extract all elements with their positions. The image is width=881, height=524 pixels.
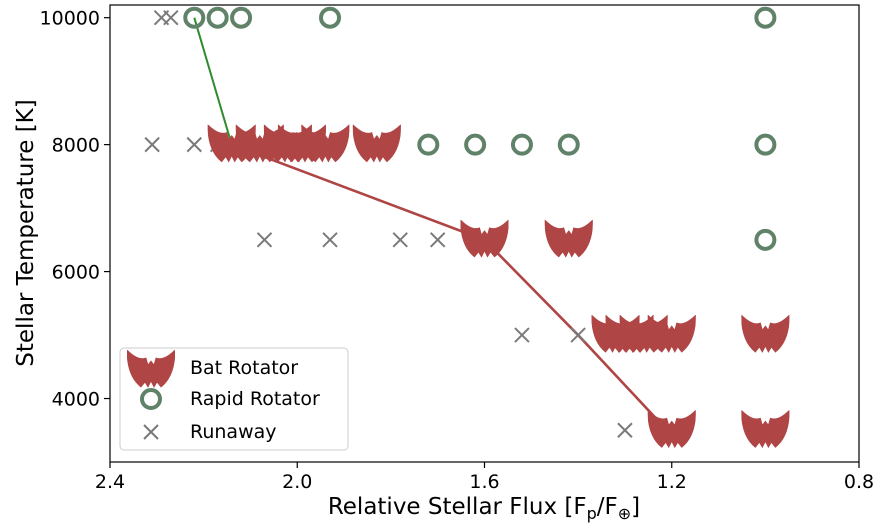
rapid-rotator-point	[557, 133, 580, 156]
runaway-point	[256, 232, 273, 248]
runaway-point	[163, 9, 179, 26]
y-tick-label: 10000	[40, 8, 100, 30]
y-axis: 4000 6000 8000 10000	[40, 8, 110, 411]
boundary-segment	[483, 238, 580, 336]
rapid-layer	[183, 6, 777, 251]
legend-box	[119, 347, 349, 451]
bat-rotator-point	[352, 124, 401, 163]
rapid-rotator-point	[754, 133, 777, 156]
rapid-rotator-point	[206, 6, 229, 29]
bat-rotator-point	[647, 410, 696, 448]
rapid-rotator-point	[417, 133, 440, 156]
rapid-rotator-point	[319, 6, 342, 29]
bat-rotator-point	[741, 315, 790, 353]
rapid-rotator-point	[510, 133, 533, 156]
x-tick-label: 2.0	[282, 471, 312, 493]
bat-rotator-point	[741, 410, 790, 448]
x-tick-label: 2.4	[95, 471, 125, 493]
y-tick-label: 8000	[52, 135, 100, 157]
runaway-point	[144, 136, 160, 153]
legend: Bat Rotator Rapid Rotator Runaway	[119, 347, 349, 451]
rapid-rotator-point	[230, 6, 253, 29]
x-tick-label: 0.8	[844, 471, 874, 493]
runaway-point	[570, 327, 586, 343]
bat-rotator-point	[460, 219, 509, 258]
runaway-point	[514, 327, 530, 343]
bat-rotator-point	[544, 219, 593, 258]
y-tick-label: 4000	[52, 389, 100, 411]
runaway-point	[392, 232, 408, 248]
runaway-point	[186, 136, 202, 153]
x-tick-label: 1.2	[657, 471, 687, 493]
y-axis-label: Stellar Temperature [K]	[13, 99, 39, 366]
rapid-rotator-point	[464, 133, 487, 156]
y-tick-label: 6000	[52, 262, 100, 284]
rapid-rotator-point	[754, 6, 777, 29]
legend-circle-icon	[140, 388, 162, 410]
runaway-point	[322, 232, 338, 248]
runaway-point	[617, 422, 633, 438]
legend-x-icon	[143, 424, 159, 440]
boundary-segment	[193, 17, 233, 145]
x-axis: 2.4 2.0 1.6 1.2 0.8	[95, 462, 874, 493]
x-axis-label: Relative Stellar Flux [Fp/F⊕]	[328, 494, 640, 523]
plot-area	[144, 6, 790, 448]
legend-label-rapid: Rapid Rotator	[190, 388, 320, 410]
boundary-segment	[231, 143, 485, 242]
legend-label-runaway: Runaway	[190, 421, 277, 443]
legend-label-bat: Bat Rotator	[190, 357, 298, 379]
rapid-rotator-point	[754, 228, 777, 251]
rapid-rotator-point	[183, 6, 206, 29]
x-tick-label: 1.6	[469, 471, 499, 493]
runaway-point	[429, 232, 446, 248]
